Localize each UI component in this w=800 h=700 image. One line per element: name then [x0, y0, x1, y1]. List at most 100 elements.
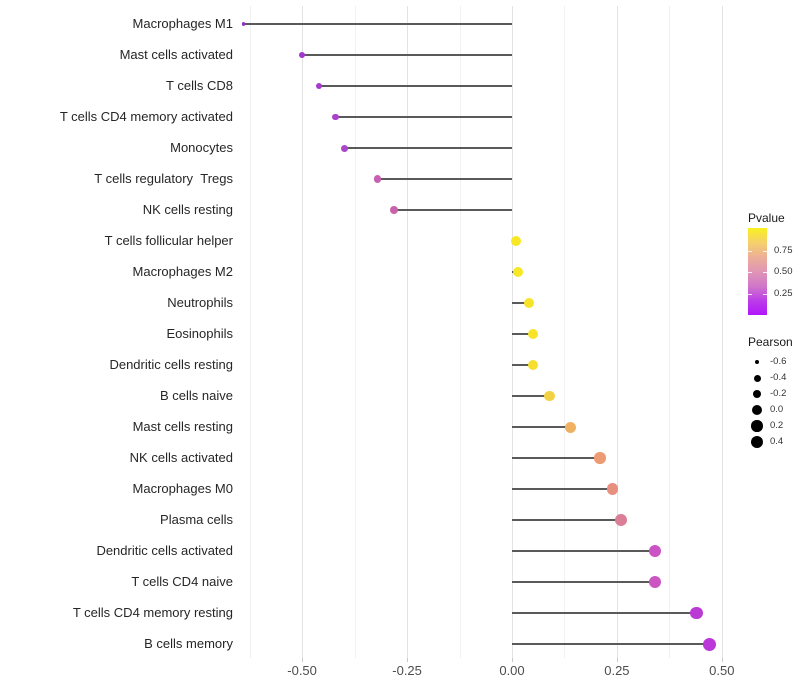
lollipop-dot [523, 297, 534, 309]
lollipop-dot [299, 52, 306, 58]
y-axis-label: Mast cells resting [132, 419, 233, 434]
pearson-legend-label: -0.4 [770, 372, 787, 383]
colorbar-tick [748, 272, 752, 273]
y-axis-label: T cells regulatory Tregs [94, 171, 233, 186]
gridline-minor [459, 6, 461, 658]
lollipop-dot [594, 452, 606, 464]
x-axis-tick [302, 658, 304, 662]
x-axis-tick [721, 658, 723, 662]
y-axis-label: NK cells activated [129, 450, 233, 465]
lollipop-dot [340, 144, 348, 152]
lollipop-stem [302, 54, 512, 56]
lollipop-dot [527, 328, 539, 340]
gridline-minor [564, 6, 566, 658]
x-axis-tick [407, 658, 409, 662]
lollipop-dot [648, 544, 661, 558]
colorbar-tick-label: 0.75 [774, 245, 793, 256]
colorbar-tick [763, 294, 767, 295]
x-axis-tick [512, 658, 513, 662]
lollipop-dot [527, 359, 539, 371]
colorbar-tick [748, 294, 752, 295]
lollipop-dot [332, 113, 339, 121]
y-axis-label: B cells naive [160, 388, 233, 403]
lollipop-dot [565, 421, 577, 433]
lollipop-dot [513, 266, 524, 278]
pearson-legend-label: -0.2 [770, 388, 787, 399]
pearson-legend-label: 0.0 [770, 404, 784, 415]
lollipop-stem [318, 85, 512, 87]
pearson-legend-label: -0.6 [770, 356, 787, 367]
gridline-major [721, 6, 723, 658]
pearson-legend-dot [750, 435, 764, 449]
lollipop-stem [512, 364, 533, 366]
lollipop-stem [344, 147, 512, 149]
lollipop-stem [377, 178, 512, 180]
pearson-legend-dot [751, 404, 763, 416]
x-axis-tick-label: 0.50 [709, 663, 735, 678]
gridline-minor [249, 6, 251, 658]
pvalue-legend-title: Pvalue [748, 211, 785, 225]
y-axis-label: Neutrophils [167, 295, 233, 310]
y-axis-label: Macrophages M2 [132, 264, 233, 279]
y-axis-label: Dendritic cells resting [109, 357, 233, 372]
y-axis-label: Macrophages M1 [132, 16, 233, 31]
pearson-legend-dot [753, 374, 761, 382]
lollipop-dot [702, 637, 716, 651]
gridline-minor [354, 6, 356, 658]
y-axis-label: T cells CD8 [166, 78, 233, 93]
lollipop-dot [544, 390, 556, 402]
lollipop-stem [512, 457, 601, 459]
pearson-legend-label: 0.4 [770, 436, 784, 447]
x-axis-tick-label: -0.25 [392, 663, 422, 678]
lollipop-stem [512, 519, 622, 521]
lollipop-stem [512, 612, 697, 614]
lollipop-dot [315, 82, 323, 90]
y-axis-label: B cells memory [144, 636, 233, 651]
y-axis-label: Eosinophils [166, 326, 234, 341]
lollipop-dot [615, 514, 627, 526]
lollipop-stem [512, 550, 655, 552]
lollipop-dot [241, 22, 246, 26]
pearson-legend-dot [754, 359, 760, 365]
colorbar-tick-label: 0.25 [774, 288, 793, 299]
colorbar-tick [763, 272, 767, 273]
y-axis-label: Dendritic cells activated [96, 543, 233, 558]
x-axis-tick-label: 0.00 [499, 663, 525, 678]
pearson-legend-dot [752, 389, 762, 399]
lollipop-dot [511, 235, 522, 247]
lollipop-stem [512, 643, 710, 645]
y-axis-label: Plasma cells [160, 512, 233, 527]
lollipop-dot [648, 575, 661, 589]
x-axis-tick [616, 658, 618, 662]
y-axis-label: T cells follicular helper [104, 233, 233, 248]
y-axis-label: NK cells resting [142, 202, 233, 217]
colorbar-tick [763, 251, 767, 252]
y-axis-label: T cells CD4 memory resting [72, 605, 233, 620]
colorbar-tick [748, 251, 752, 252]
x-axis-tick-label: -0.50 [287, 663, 317, 678]
lollipop-stem [512, 488, 613, 490]
lollipop-stem [243, 23, 512, 25]
lollipop-dot [606, 483, 619, 495]
lollipop-dot [390, 206, 399, 215]
gridline-major [407, 6, 409, 658]
y-axis-label: Macrophages M0 [132, 481, 233, 496]
pearson-legend-title: Pearson [748, 335, 793, 349]
lollipop-dot [373, 175, 382, 183]
lollipop-stem [512, 581, 655, 583]
lollipop-dot [690, 606, 703, 620]
lollipop-stem [512, 426, 571, 428]
x-axis-tick-label: 0.25 [604, 663, 630, 678]
pearson-legend-label: 0.2 [770, 420, 784, 431]
colorbar-tick-label: 0.50 [774, 266, 793, 277]
gridline-major [302, 6, 304, 658]
pearson-legend-dot [751, 420, 763, 432]
gridline-major [512, 6, 513, 658]
y-axis-label: Mast cells activated [119, 47, 233, 62]
y-axis-label: Monocytes [170, 140, 233, 155]
lollipop-stem [512, 395, 550, 397]
y-axis-label: T cells CD4 naive [131, 574, 233, 589]
gridline-minor [669, 6, 671, 658]
gridline-major [616, 6, 618, 658]
